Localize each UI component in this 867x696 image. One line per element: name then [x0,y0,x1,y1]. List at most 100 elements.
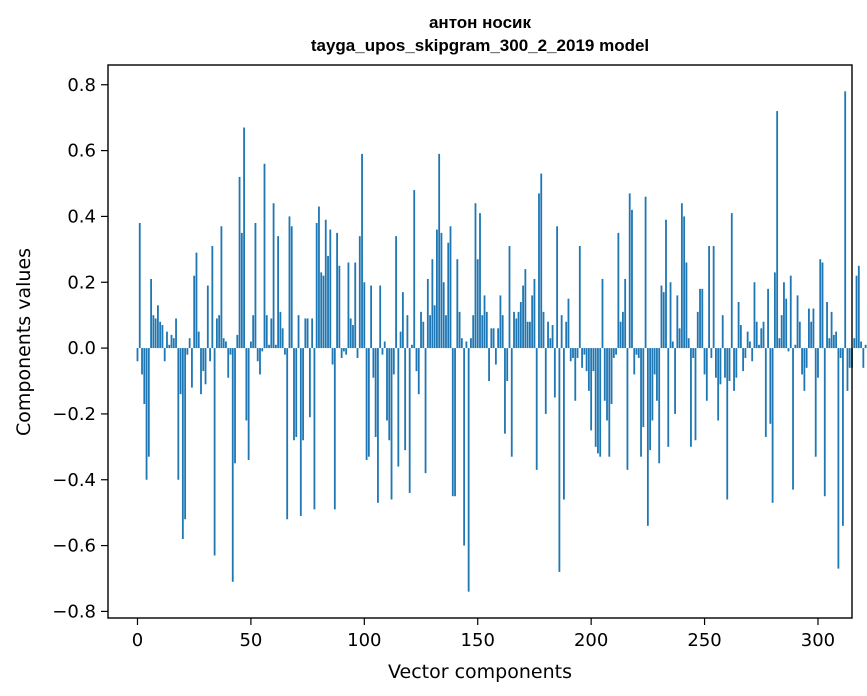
bar [690,348,692,447]
x-axis-label: Vector components [388,661,572,683]
bar [424,348,427,474]
bar [792,348,794,490]
bar [821,262,824,349]
bar [218,315,221,349]
bar [801,348,803,375]
bar [746,331,749,349]
bar [576,348,579,358]
bar [463,348,466,546]
bar [281,328,284,349]
bar [370,285,373,349]
bar [506,348,509,381]
bar [274,344,277,349]
bar [617,232,620,349]
bar [817,348,819,378]
bar [252,315,255,349]
bar [211,246,214,349]
bar [685,262,688,349]
bar [293,348,295,441]
bar [338,265,341,349]
bar [665,219,667,349]
bar [451,348,454,497]
bar [356,348,359,358]
bar [510,348,513,457]
chart-subtitle: tayga_upos_skipgram_300_2_2019 model [311,36,649,55]
bar [352,325,354,349]
bar [175,318,177,349]
bar [612,348,615,358]
bar [696,311,699,349]
bar [708,246,710,349]
y-tick-label: 0.2 [67,272,96,293]
bar [186,348,189,355]
bar [637,348,640,358]
bar [769,348,772,424]
bar [556,226,559,349]
bar [195,252,198,349]
bar [284,348,286,355]
bar [336,232,338,349]
bar [522,285,524,349]
bar [193,275,196,349]
bar [631,209,633,349]
bar [680,203,683,349]
bar [279,311,282,349]
bar [798,321,801,349]
bar [254,223,257,349]
y-tick-label: 0.8 [67,75,96,96]
bar [408,348,411,493]
bar [860,341,862,349]
bar [320,272,323,349]
bar [406,315,409,349]
bar [256,348,259,362]
bar [776,111,779,349]
bar [721,315,724,349]
bar [229,348,232,355]
bar [830,311,833,349]
bar [846,348,849,391]
bar [633,348,636,375]
bar [787,348,790,352]
bar [771,348,774,503]
x-tick-label: 200 [574,630,608,651]
bar [826,302,828,349]
bar [492,328,495,349]
bar [288,216,291,349]
bar [749,341,751,349]
bar [560,315,563,349]
bar [864,344,867,349]
bar [363,282,366,349]
bar [390,348,393,500]
bar [701,288,704,349]
bar [488,348,490,381]
bar [699,288,701,349]
bar [222,338,225,349]
bar [290,226,293,349]
bar [138,223,141,349]
bar [812,308,815,349]
bar [340,348,343,358]
x-tick-label: 100 [347,630,381,651]
bar [331,348,334,365]
bar [483,295,486,349]
bar [558,348,561,572]
bar [365,348,368,460]
bar [234,348,236,464]
bar [150,278,152,349]
bar [259,348,261,375]
bar [592,348,595,372]
bar [646,348,649,526]
bar [715,348,717,378]
bar [735,348,738,378]
bar [429,315,431,349]
bar [306,318,309,349]
bar [687,338,690,349]
bar [839,348,842,358]
bar [658,348,661,464]
bar [313,348,316,510]
bar [202,348,205,372]
bar [608,348,611,457]
bar [367,348,370,457]
bar [236,334,239,349]
